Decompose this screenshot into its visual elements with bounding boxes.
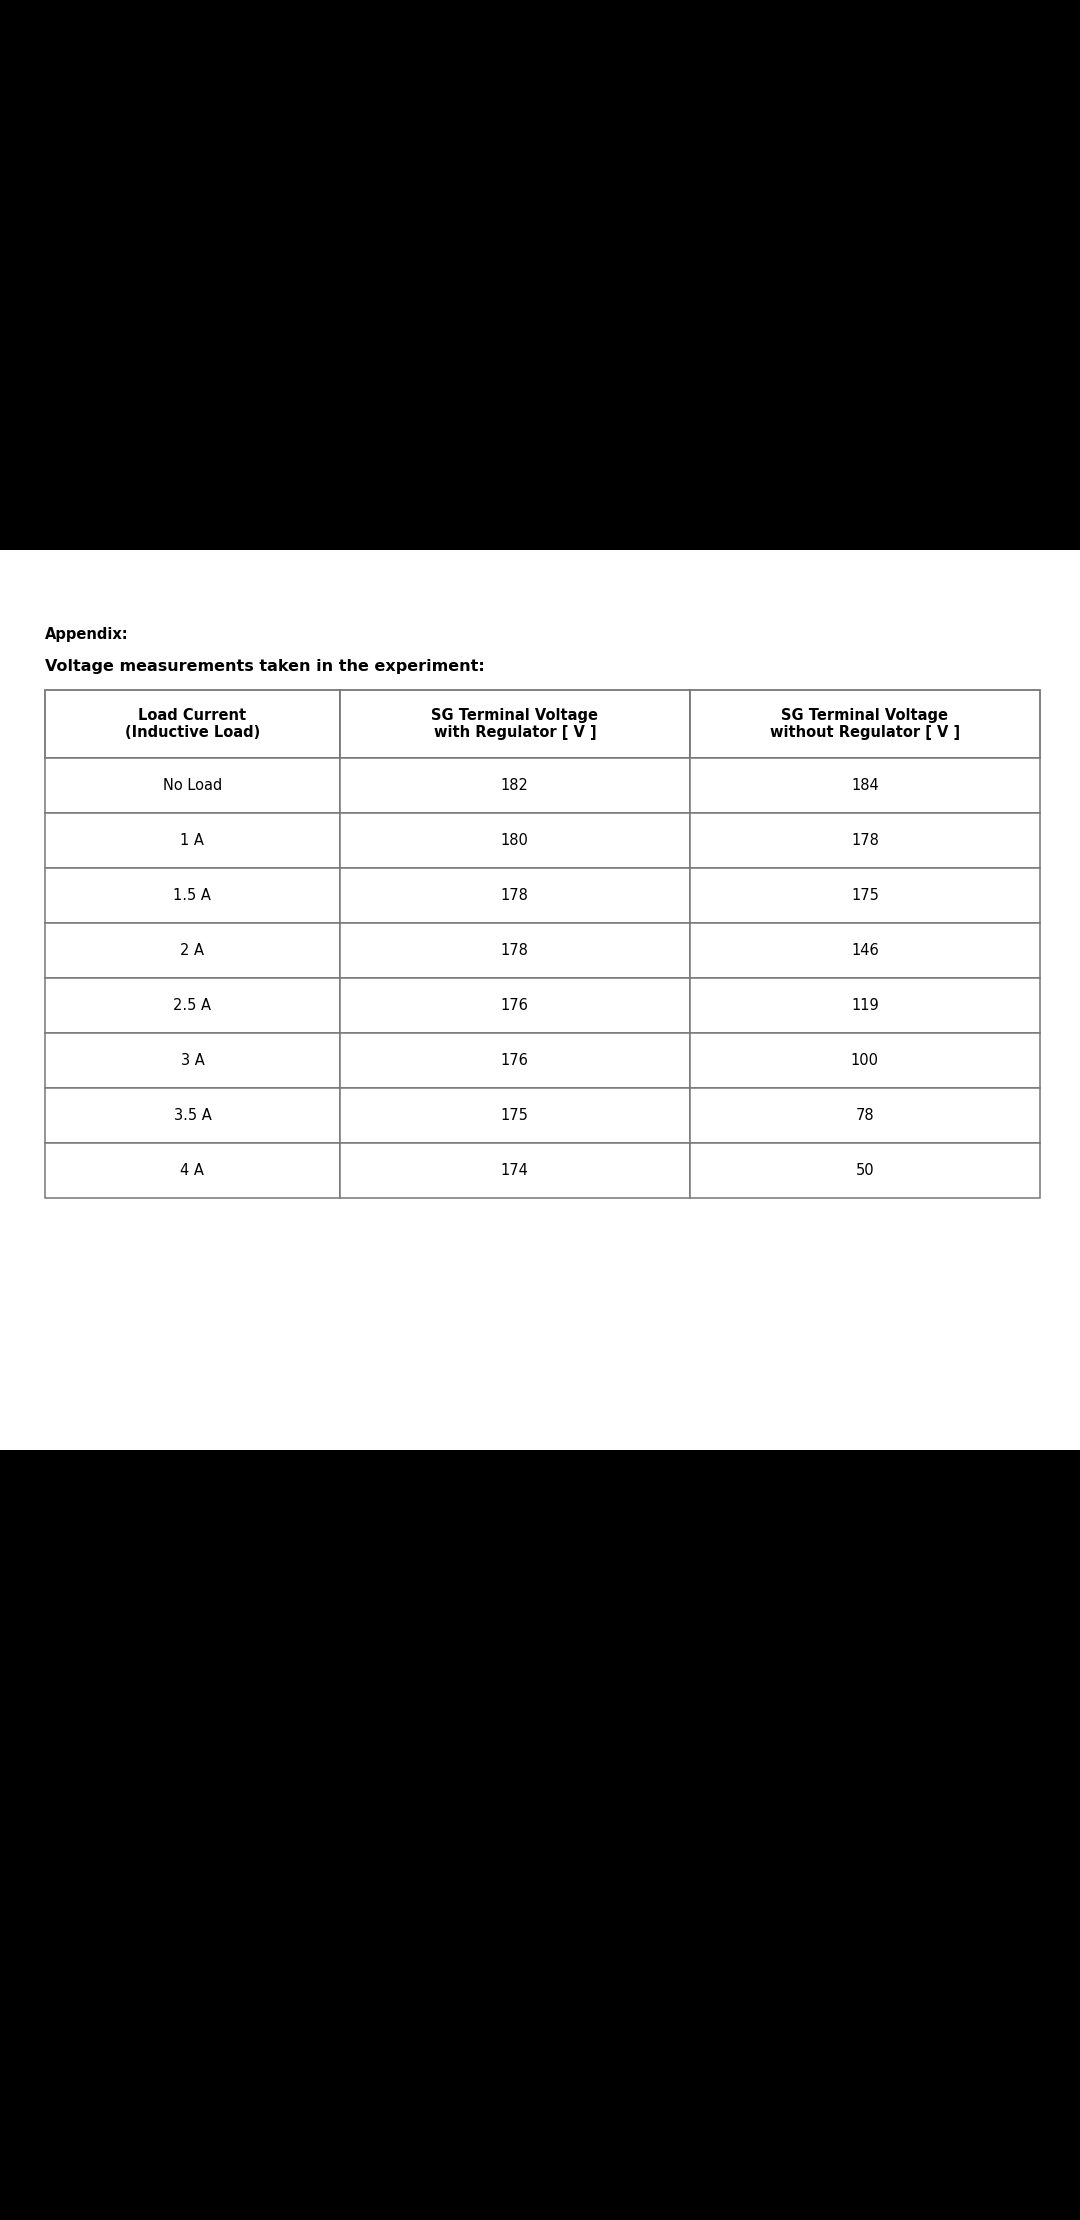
Text: 78: 78 [855,1108,874,1123]
Text: Appendix:: Appendix: [45,626,129,642]
Text: 180: 180 [501,832,529,848]
Text: 119: 119 [851,999,879,1012]
Text: 176: 176 [501,1052,529,1068]
Text: 176: 176 [501,999,529,1012]
Text: 174: 174 [501,1163,529,1179]
Text: 175: 175 [851,888,879,904]
Text: Load Current
(Inductive Load): Load Current (Inductive Load) [125,708,260,739]
Text: 178: 178 [501,944,529,959]
Text: 1 A: 1 A [180,832,204,848]
Text: 175: 175 [501,1108,529,1123]
Text: SG Terminal Voltage
without Regulator [ V ]: SG Terminal Voltage without Regulator [ … [770,708,960,739]
Text: 4 A: 4 A [180,1163,204,1179]
Text: 50: 50 [855,1163,874,1179]
Text: 3.5 A: 3.5 A [174,1108,212,1123]
Text: SG Terminal Voltage
with Regulator [ V ]: SG Terminal Voltage with Regulator [ V ] [431,708,598,739]
Text: 178: 178 [501,888,529,904]
Text: Voltage measurements taken in the experiment:: Voltage measurements taken in the experi… [45,659,485,673]
Text: 2.5 A: 2.5 A [174,999,212,1012]
Text: No Load: No Load [163,777,222,793]
Text: 184: 184 [851,777,879,793]
Text: 3 A: 3 A [180,1052,204,1068]
Text: 178: 178 [851,832,879,848]
Text: 100: 100 [851,1052,879,1068]
Text: 146: 146 [851,944,879,959]
Text: 182: 182 [501,777,529,793]
Text: 1.5 A: 1.5 A [174,888,212,904]
Text: 2 A: 2 A [180,944,204,959]
